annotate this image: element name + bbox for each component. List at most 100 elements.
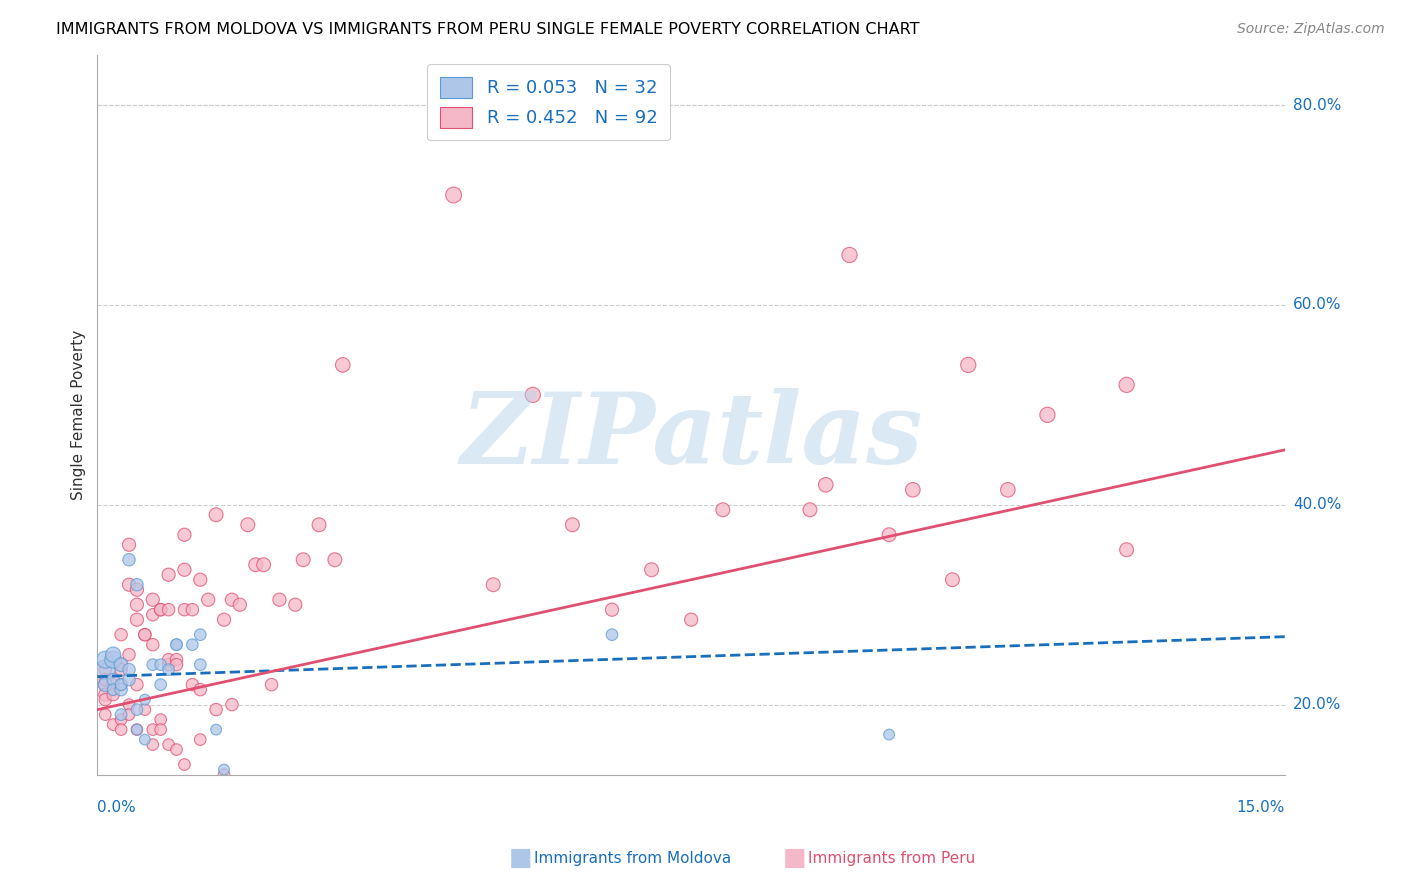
Point: [181, 638, 204, 652]
Point: [134, 703, 156, 717]
Text: ZIPatlas: ZIPatlas: [460, 388, 922, 484]
Point: [157, 603, 180, 617]
Point: [134, 628, 156, 642]
Point: [110, 723, 132, 737]
Point: [94, 678, 117, 692]
Text: ■: ■: [783, 847, 806, 870]
Point: [212, 767, 235, 781]
Point: [1115, 377, 1137, 392]
Point: [110, 707, 132, 722]
Point: [142, 592, 165, 607]
Point: [957, 358, 980, 372]
Point: [1115, 542, 1137, 557]
Point: [110, 682, 132, 697]
Point: [118, 707, 141, 722]
Point: [901, 483, 924, 497]
Point: [323, 553, 346, 567]
Point: [110, 628, 132, 642]
Point: [814, 477, 837, 491]
Point: [125, 703, 148, 717]
Point: [125, 723, 148, 737]
Point: [94, 663, 117, 677]
Point: [118, 648, 141, 662]
Point: [1036, 408, 1059, 422]
Text: 60.0%: 60.0%: [1294, 297, 1341, 312]
Point: [212, 613, 235, 627]
Point: [600, 628, 623, 642]
Point: [110, 713, 132, 727]
Legend: R = 0.053   N = 32, R = 0.452   N = 92: R = 0.053 N = 32, R = 0.452 N = 92: [427, 64, 671, 140]
Point: [522, 388, 544, 402]
Point: [94, 653, 117, 667]
Point: [443, 188, 465, 202]
Point: [482, 578, 505, 592]
Point: [142, 657, 165, 672]
Point: [134, 692, 156, 706]
Point: [269, 592, 291, 607]
Point: [838, 248, 860, 262]
Point: [941, 573, 963, 587]
Point: [188, 682, 211, 697]
Point: [173, 563, 195, 577]
Point: [166, 742, 188, 756]
Text: Immigrants from Moldova: Immigrants from Moldova: [534, 851, 731, 865]
Point: [188, 657, 211, 672]
Point: [157, 653, 180, 667]
Point: [142, 723, 165, 737]
Point: [877, 527, 900, 541]
Text: ■: ■: [509, 847, 531, 870]
Point: [221, 592, 243, 607]
Point: [711, 502, 734, 516]
Point: [94, 688, 117, 702]
Point: [149, 678, 172, 692]
Point: [103, 682, 125, 697]
Point: [149, 723, 172, 737]
Point: [157, 738, 180, 752]
Point: [134, 732, 156, 747]
Point: [260, 678, 283, 692]
Point: [173, 757, 195, 772]
Point: [173, 527, 195, 541]
Point: [173, 603, 195, 617]
Point: [640, 563, 662, 577]
Point: [118, 663, 141, 677]
Point: [118, 538, 141, 552]
Point: [157, 657, 180, 672]
Point: [103, 653, 125, 667]
Point: [188, 573, 211, 587]
Point: [157, 567, 180, 582]
Point: [125, 613, 148, 627]
Point: [142, 607, 165, 622]
Point: [94, 692, 117, 706]
Point: [166, 653, 188, 667]
Point: [118, 578, 141, 592]
Text: 80.0%: 80.0%: [1294, 97, 1341, 112]
Point: [110, 657, 132, 672]
Point: [284, 598, 307, 612]
Point: [94, 678, 117, 692]
Point: [212, 763, 235, 777]
Point: [142, 638, 165, 652]
Point: [181, 603, 204, 617]
Text: IMMIGRANTS FROM MOLDOVA VS IMMIGRANTS FROM PERU SINGLE FEMALE POVERTY CORRELATIO: IMMIGRANTS FROM MOLDOVA VS IMMIGRANTS FR…: [56, 22, 920, 37]
Y-axis label: Single Female Poverty: Single Female Poverty: [72, 330, 86, 500]
Point: [561, 517, 583, 532]
Point: [125, 723, 148, 737]
Point: [308, 517, 330, 532]
Point: [236, 517, 259, 532]
Text: 15.0%: 15.0%: [1237, 799, 1285, 814]
Point: [110, 678, 132, 692]
Point: [292, 553, 315, 567]
Point: [142, 738, 165, 752]
Text: 0.0%: 0.0%: [97, 799, 136, 814]
Point: [103, 673, 125, 687]
Point: [221, 698, 243, 712]
Point: [94, 707, 117, 722]
Point: [877, 728, 900, 742]
Point: [118, 553, 141, 567]
Point: [110, 657, 132, 672]
Point: [188, 628, 211, 642]
Text: Source: ZipAtlas.com: Source: ZipAtlas.com: [1237, 22, 1385, 37]
Point: [94, 673, 117, 687]
Point: [149, 713, 172, 727]
